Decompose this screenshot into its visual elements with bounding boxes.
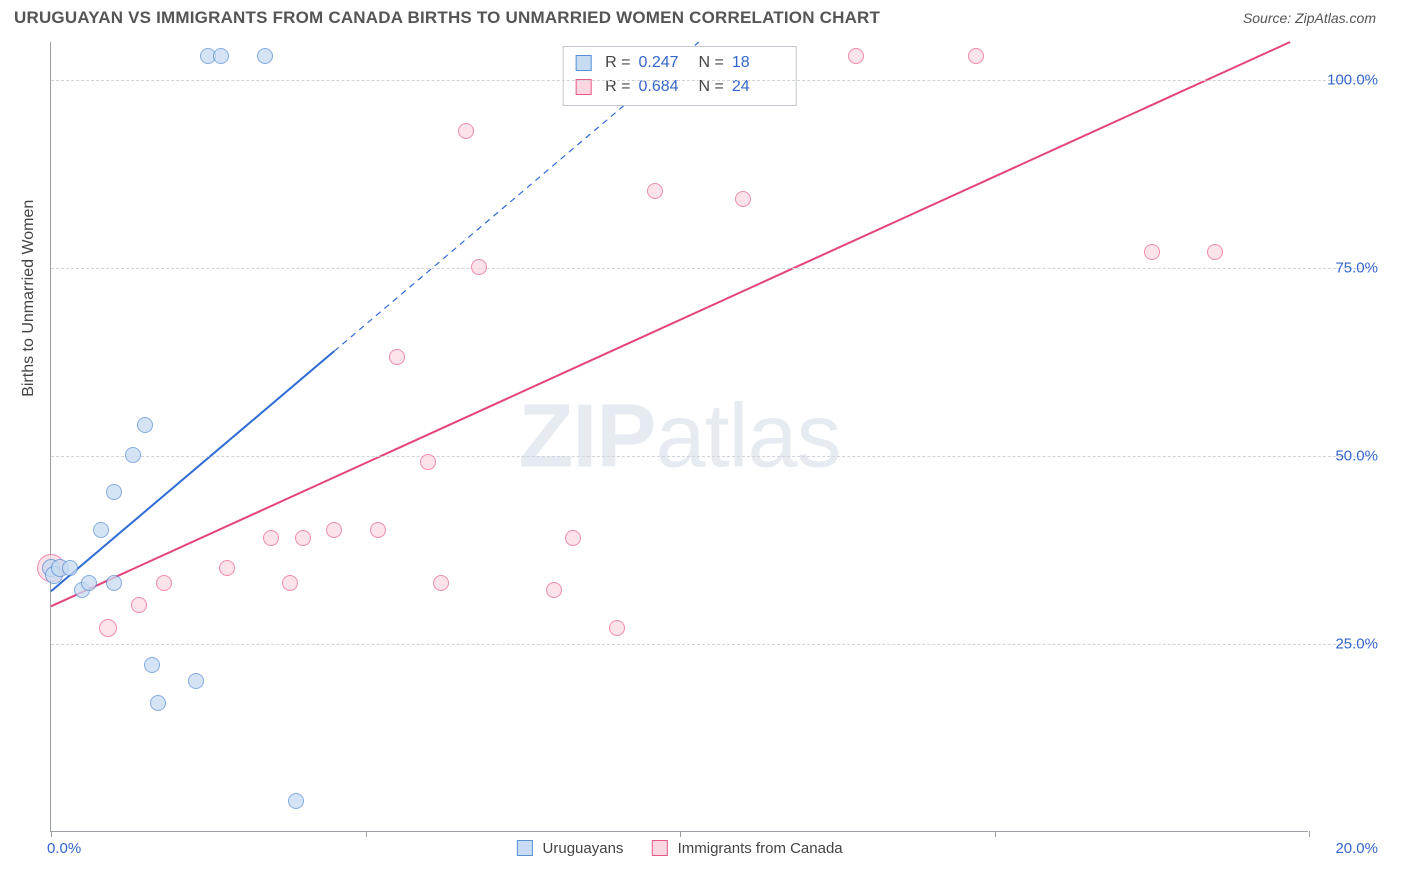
- series2-point: [458, 123, 474, 139]
- y-tick-label: 75.0%: [1335, 259, 1378, 276]
- x-tick: [51, 831, 52, 837]
- gridline: [51, 644, 1366, 645]
- series2-point: [420, 454, 436, 470]
- series2-n-value: 24: [732, 75, 784, 99]
- x-tick: [1309, 831, 1310, 837]
- r-label: R =: [605, 51, 630, 75]
- regression-line-series2: [51, 42, 1290, 606]
- series2-point: [370, 522, 386, 538]
- series2-point: [848, 48, 864, 64]
- stats-legend-box: R = 0.247 N = 18 R = 0.684 N = 24: [562, 46, 797, 106]
- series2-point: [735, 191, 751, 207]
- stats-row-series1: R = 0.247 N = 18: [575, 51, 784, 75]
- series2-point: [433, 575, 449, 591]
- series2-point: [326, 522, 342, 538]
- series2-point: [156, 575, 172, 591]
- x-tick: [366, 831, 367, 837]
- series2-point: [389, 349, 405, 365]
- series1-r-value: 0.247: [639, 51, 691, 75]
- series2-point: [968, 48, 984, 64]
- series1-point: [137, 417, 153, 433]
- series1-point: [257, 48, 273, 64]
- x-tick: [680, 831, 681, 837]
- y-tick-label: 50.0%: [1335, 447, 1378, 464]
- legend-item-series1: Uruguayans: [516, 840, 623, 857]
- series2-point: [282, 575, 298, 591]
- swatch-series1-icon: [516, 840, 532, 856]
- source-label: Source: ZipAtlas.com: [1243, 10, 1376, 26]
- series1-point: [93, 522, 109, 538]
- gridline: [51, 80, 1366, 81]
- series1-n-value: 18: [732, 51, 784, 75]
- n-label: N =: [699, 75, 724, 99]
- chart-title: URUGUAYAN VS IMMIGRANTS FROM CANADA BIRT…: [14, 8, 880, 28]
- series2-r-value: 0.684: [639, 75, 691, 99]
- series2-point: [609, 620, 625, 636]
- series1-point: [150, 695, 166, 711]
- series2-point: [263, 530, 279, 546]
- legend-series2-label: Immigrants from Canada: [678, 840, 843, 857]
- series2-point: [647, 183, 663, 199]
- y-tick-label: 100.0%: [1327, 71, 1378, 88]
- series2-point: [99, 619, 117, 637]
- series1-point: [106, 484, 122, 500]
- swatch-series2-icon: [575, 79, 591, 95]
- series2-point: [546, 582, 562, 598]
- series1-point: [125, 447, 141, 463]
- series1-point: [288, 793, 304, 809]
- regression-lines: [51, 42, 1309, 832]
- gridline: [51, 456, 1366, 457]
- legend-item-series2: Immigrants from Canada: [651, 840, 842, 857]
- watermark-bold: ZIP: [518, 386, 655, 486]
- series1-point: [106, 575, 122, 591]
- series2-point: [565, 530, 581, 546]
- gridline: [51, 268, 1366, 269]
- series2-point: [471, 259, 487, 275]
- series1-point: [213, 48, 229, 64]
- series2-point: [219, 560, 235, 576]
- y-tick-label: 25.0%: [1335, 635, 1378, 652]
- x-axis-start-label: 0.0%: [47, 840, 81, 857]
- legend-series1-label: Uruguayans: [543, 840, 624, 857]
- swatch-series1-icon: [575, 55, 591, 71]
- series1-point: [81, 575, 97, 591]
- series1-point: [62, 560, 78, 576]
- series2-point: [1144, 244, 1160, 260]
- regression-line-series1-solid: [51, 351, 334, 591]
- y-axis-label: Births to Unmarried Women: [20, 200, 38, 397]
- n-label: N =: [699, 51, 724, 75]
- chart-area: Births to Unmarried Women ZIPatlas R = 0…: [50, 42, 1376, 862]
- bottom-legend: Uruguayans Immigrants from Canada: [516, 840, 842, 857]
- watermark: ZIPatlas: [518, 385, 840, 488]
- scatter-plot: ZIPatlas R = 0.247 N = 18 R = 0.684 N = …: [50, 42, 1308, 832]
- series2-point: [1207, 244, 1223, 260]
- watermark-light: atlas: [655, 386, 840, 486]
- series2-point: [295, 530, 311, 546]
- series2-point: [131, 597, 147, 613]
- r-label: R =: [605, 75, 630, 99]
- series1-point: [188, 673, 204, 689]
- x-tick: [995, 831, 996, 837]
- stats-row-series2: R = 0.684 N = 24: [575, 75, 784, 99]
- x-axis-end-label: 20.0%: [1335, 840, 1378, 857]
- swatch-series2-icon: [651, 840, 667, 856]
- series1-point: [144, 657, 160, 673]
